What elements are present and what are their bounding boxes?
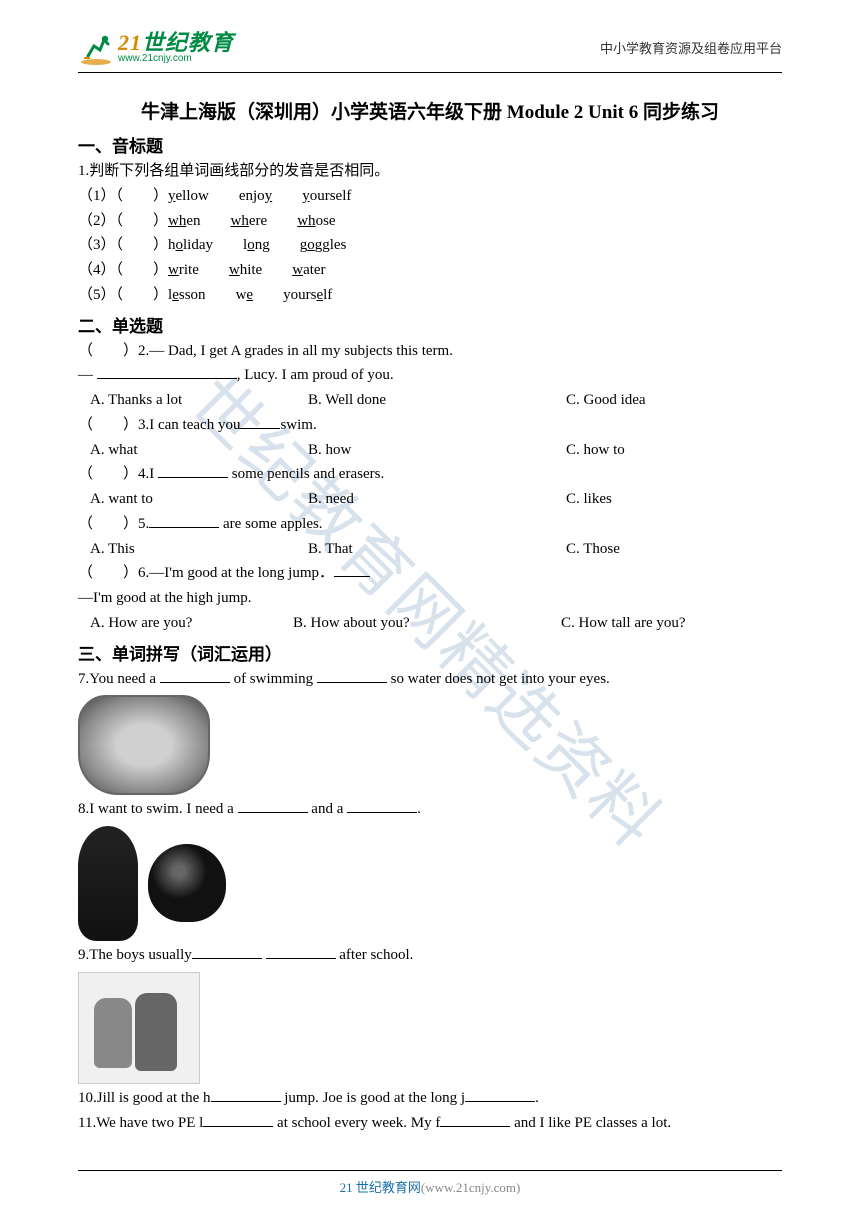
q6-line1: （ ）6.—I'm good at the long jump． [78,561,782,586]
q9: 9.The boys usually after school. [78,943,782,968]
q4: （ ）4.I some pencils and erasers. [78,462,782,487]
basketball-image [78,972,782,1084]
q8: 8.I want to swim. I need a and a . [78,797,782,822]
logo-text: 21世纪教育 [118,32,234,54]
page-title: 牛津上海版（深圳用）小学英语六年级下册 Module 2 Unit 6 同步练习 [78,97,782,124]
q1-intro: 1.判断下列各组单词画线部分的发音是否相同。 [78,159,782,184]
q3: （ ）3.I can teach youswim. [78,413,782,438]
logo: 21世纪教育 www.21cnjy.com [78,30,234,66]
page-content: 21世纪教育 www.21cnjy.com 中小学教育资源及组卷应用平台 牛津上… [0,0,860,1135]
section-3-head: 三、单词拼写（词汇运用） [78,640,782,665]
logo-url: www.21cnjy.com [118,54,234,64]
q10: 10.Jill is good at the h jump. Joe is go… [78,1086,782,1111]
q4-opts: A. want toB. needC. likes [78,487,782,512]
q11: 11.We have two PE l at school every week… [78,1111,782,1136]
section-2-head: 二、单选题 [78,312,782,337]
section-1-head: 一、音标题 [78,132,782,157]
q5-opts: A. ThisB. ThatC. Those [78,537,782,562]
q1-4: （4）（ ）write white water [78,258,782,283]
q1-1: （1）（ ）yellow enjoy yourself [78,184,782,209]
header-right: 中小学教育资源及组卷应用平台 [600,38,782,57]
q5: （ ）5. are some apples. [78,512,782,537]
q1-3: （3）（ ）holiday long goggles [78,233,782,258]
q6-opts: A. How are you?B. How about you?C. How t… [78,611,782,636]
q7: 7.You need a of swimming so water does n… [78,667,782,692]
q2-line2: — , Lucy. I am proud of you. [78,363,782,388]
q1-5: （5）（ ）lesson we yourself [78,283,782,308]
runner-icon [78,30,114,66]
footer: 21 世纪教育网(www.21cnjy.com) [78,1170,782,1196]
swimwear-image [78,826,782,941]
header: 21世纪教育 www.21cnjy.com 中小学教育资源及组卷应用平台 [78,30,782,73]
goggles-image [78,695,782,795]
q3-opts: A. whatB. howC. how to [78,438,782,463]
q2-opts: A. Thanks a lotB. Well doneC. Good idea [78,388,782,413]
q1-2: （2）（ ）when where whose [78,209,782,234]
q6-line2: —I'm good at the high jump. [78,586,782,611]
q2-line1: （ ）2.— Dad, I get A grades in all my sub… [78,339,782,364]
